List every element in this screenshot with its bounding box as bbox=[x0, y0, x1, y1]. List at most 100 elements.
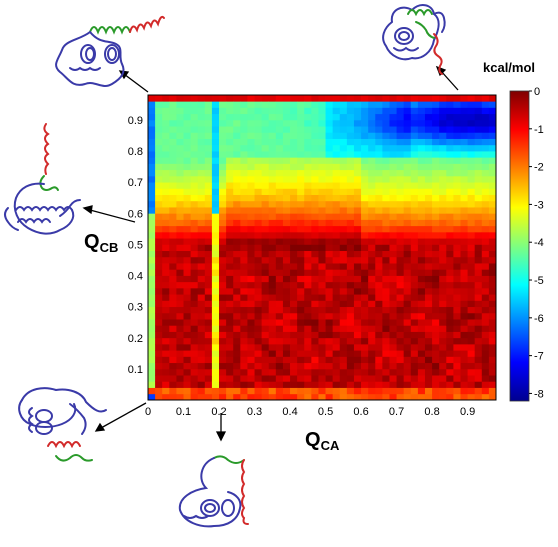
colorbar-ticks: 0-1-2-3-4-5-6-7-8 bbox=[529, 86, 544, 400]
heatmap-cell bbox=[453, 263, 461, 270]
heatmap-cell bbox=[162, 250, 170, 258]
heatmap-cell bbox=[318, 362, 326, 370]
heatmap-cell bbox=[311, 200, 319, 208]
heatmap-cell bbox=[339, 350, 348, 357]
heatmap-cell bbox=[162, 294, 170, 301]
heatmap-cell bbox=[446, 238, 454, 245]
heatmap-cell bbox=[204, 269, 213, 276]
heatmap-cell bbox=[282, 151, 291, 158]
heatmap-cell bbox=[332, 225, 341, 233]
heatmap-cell bbox=[346, 343, 355, 351]
heatmap-cell bbox=[148, 368, 156, 376]
heatmap-cell bbox=[261, 269, 270, 276]
heatmap-cell bbox=[375, 393, 383, 401]
heatmap-cell bbox=[204, 132, 213, 139]
heatmap-cell bbox=[375, 219, 383, 227]
heatmap-cell bbox=[197, 169, 206, 177]
heatmap-cell bbox=[233, 287, 241, 295]
heatmap-cell bbox=[332, 362, 341, 370]
heatmap-cell bbox=[481, 387, 490, 395]
heatmap-cell bbox=[488, 231, 497, 239]
heatmap-cell bbox=[375, 231, 383, 239]
heatmap-cell bbox=[183, 126, 192, 133]
heatmap-cell bbox=[432, 381, 440, 388]
heatmap-cell bbox=[226, 319, 234, 326]
heatmap-cell bbox=[453, 194, 461, 202]
heatmap-cell bbox=[261, 387, 270, 395]
heatmap-cell bbox=[297, 225, 305, 233]
heatmap-cell bbox=[467, 144, 476, 152]
heatmap-cell bbox=[396, 387, 405, 395]
heatmap-cell bbox=[282, 356, 291, 364]
heatmap-cell bbox=[460, 163, 468, 171]
heatmap-cell bbox=[268, 269, 277, 276]
heatmap-cell bbox=[275, 238, 284, 245]
heatmap-cell bbox=[240, 113, 248, 121]
heatmap-cell bbox=[403, 119, 412, 127]
heatmap-cell bbox=[353, 151, 362, 158]
heatmap-cell bbox=[282, 238, 291, 245]
heatmap-cell bbox=[304, 188, 312, 195]
heatmap-cell bbox=[481, 207, 490, 214]
heatmap-cell bbox=[417, 325, 426, 332]
heatmap-cell bbox=[148, 157, 156, 164]
heatmap-cell bbox=[197, 95, 206, 102]
heatmap-cell bbox=[204, 107, 213, 115]
heatmap-cell bbox=[467, 375, 476, 382]
heatmap-cell bbox=[453, 387, 461, 395]
heatmap-cell bbox=[197, 244, 206, 252]
heatmap-cell bbox=[353, 387, 362, 395]
heatmap-cell bbox=[339, 151, 348, 158]
heatmap-cell bbox=[353, 337, 362, 345]
heatmap-cell bbox=[183, 132, 192, 139]
heatmap-cell bbox=[268, 306, 277, 314]
heatmap-cell bbox=[183, 337, 192, 345]
heatmap-cell bbox=[346, 126, 355, 133]
heatmap-cell bbox=[311, 138, 319, 146]
y-tick-label: 0.8 bbox=[128, 146, 143, 158]
heatmap-cell bbox=[155, 275, 163, 283]
heatmap-cell bbox=[318, 343, 326, 351]
heatmap-cell bbox=[318, 387, 326, 395]
heatmap-cell bbox=[325, 132, 334, 139]
heatmap-cell bbox=[169, 207, 177, 214]
heatmap-cell bbox=[155, 144, 163, 152]
heatmap-cell bbox=[439, 256, 447, 264]
heatmap-cell bbox=[375, 126, 383, 133]
heatmap-cell bbox=[382, 225, 390, 233]
heatmap-cell bbox=[417, 281, 426, 289]
heatmap-cell bbox=[318, 138, 326, 146]
heatmap-cell bbox=[488, 319, 497, 326]
heatmap-cell bbox=[396, 163, 405, 171]
heatmap-cell bbox=[261, 132, 270, 139]
heatmap-cell bbox=[467, 356, 476, 364]
heatmap-cell bbox=[353, 300, 362, 308]
heatmap-cell bbox=[275, 182, 284, 189]
heatmap-cell bbox=[318, 294, 326, 301]
heatmap-cell bbox=[297, 219, 305, 227]
heatmap-cell bbox=[162, 157, 170, 164]
heatmap-cell bbox=[304, 175, 312, 183]
heatmap-cell bbox=[162, 325, 170, 332]
heatmap-cell bbox=[176, 256, 184, 264]
heatmap-cell bbox=[467, 194, 476, 202]
heatmap-cell bbox=[304, 312, 312, 320]
heatmap-cell bbox=[304, 362, 312, 370]
heatmap-cell bbox=[233, 163, 241, 171]
heatmap-cell bbox=[233, 200, 241, 208]
heatmap-cell bbox=[410, 368, 419, 376]
heatmap-cell bbox=[197, 238, 206, 245]
heatmap-cell bbox=[254, 381, 263, 388]
heatmap-cell bbox=[332, 275, 341, 283]
heatmap-cell bbox=[368, 319, 376, 326]
heatmap-cell bbox=[204, 393, 213, 401]
heatmap-cell bbox=[325, 151, 334, 158]
heatmap-cell bbox=[247, 331, 255, 339]
heatmap-cell bbox=[396, 269, 405, 276]
x-tick-label: 0.3 bbox=[247, 406, 262, 418]
heatmap-cell bbox=[169, 319, 177, 326]
heatmap-cell bbox=[481, 337, 490, 345]
heatmap-cell bbox=[361, 343, 369, 351]
heatmap-cell bbox=[268, 95, 277, 102]
heatmap-cell bbox=[375, 207, 383, 214]
